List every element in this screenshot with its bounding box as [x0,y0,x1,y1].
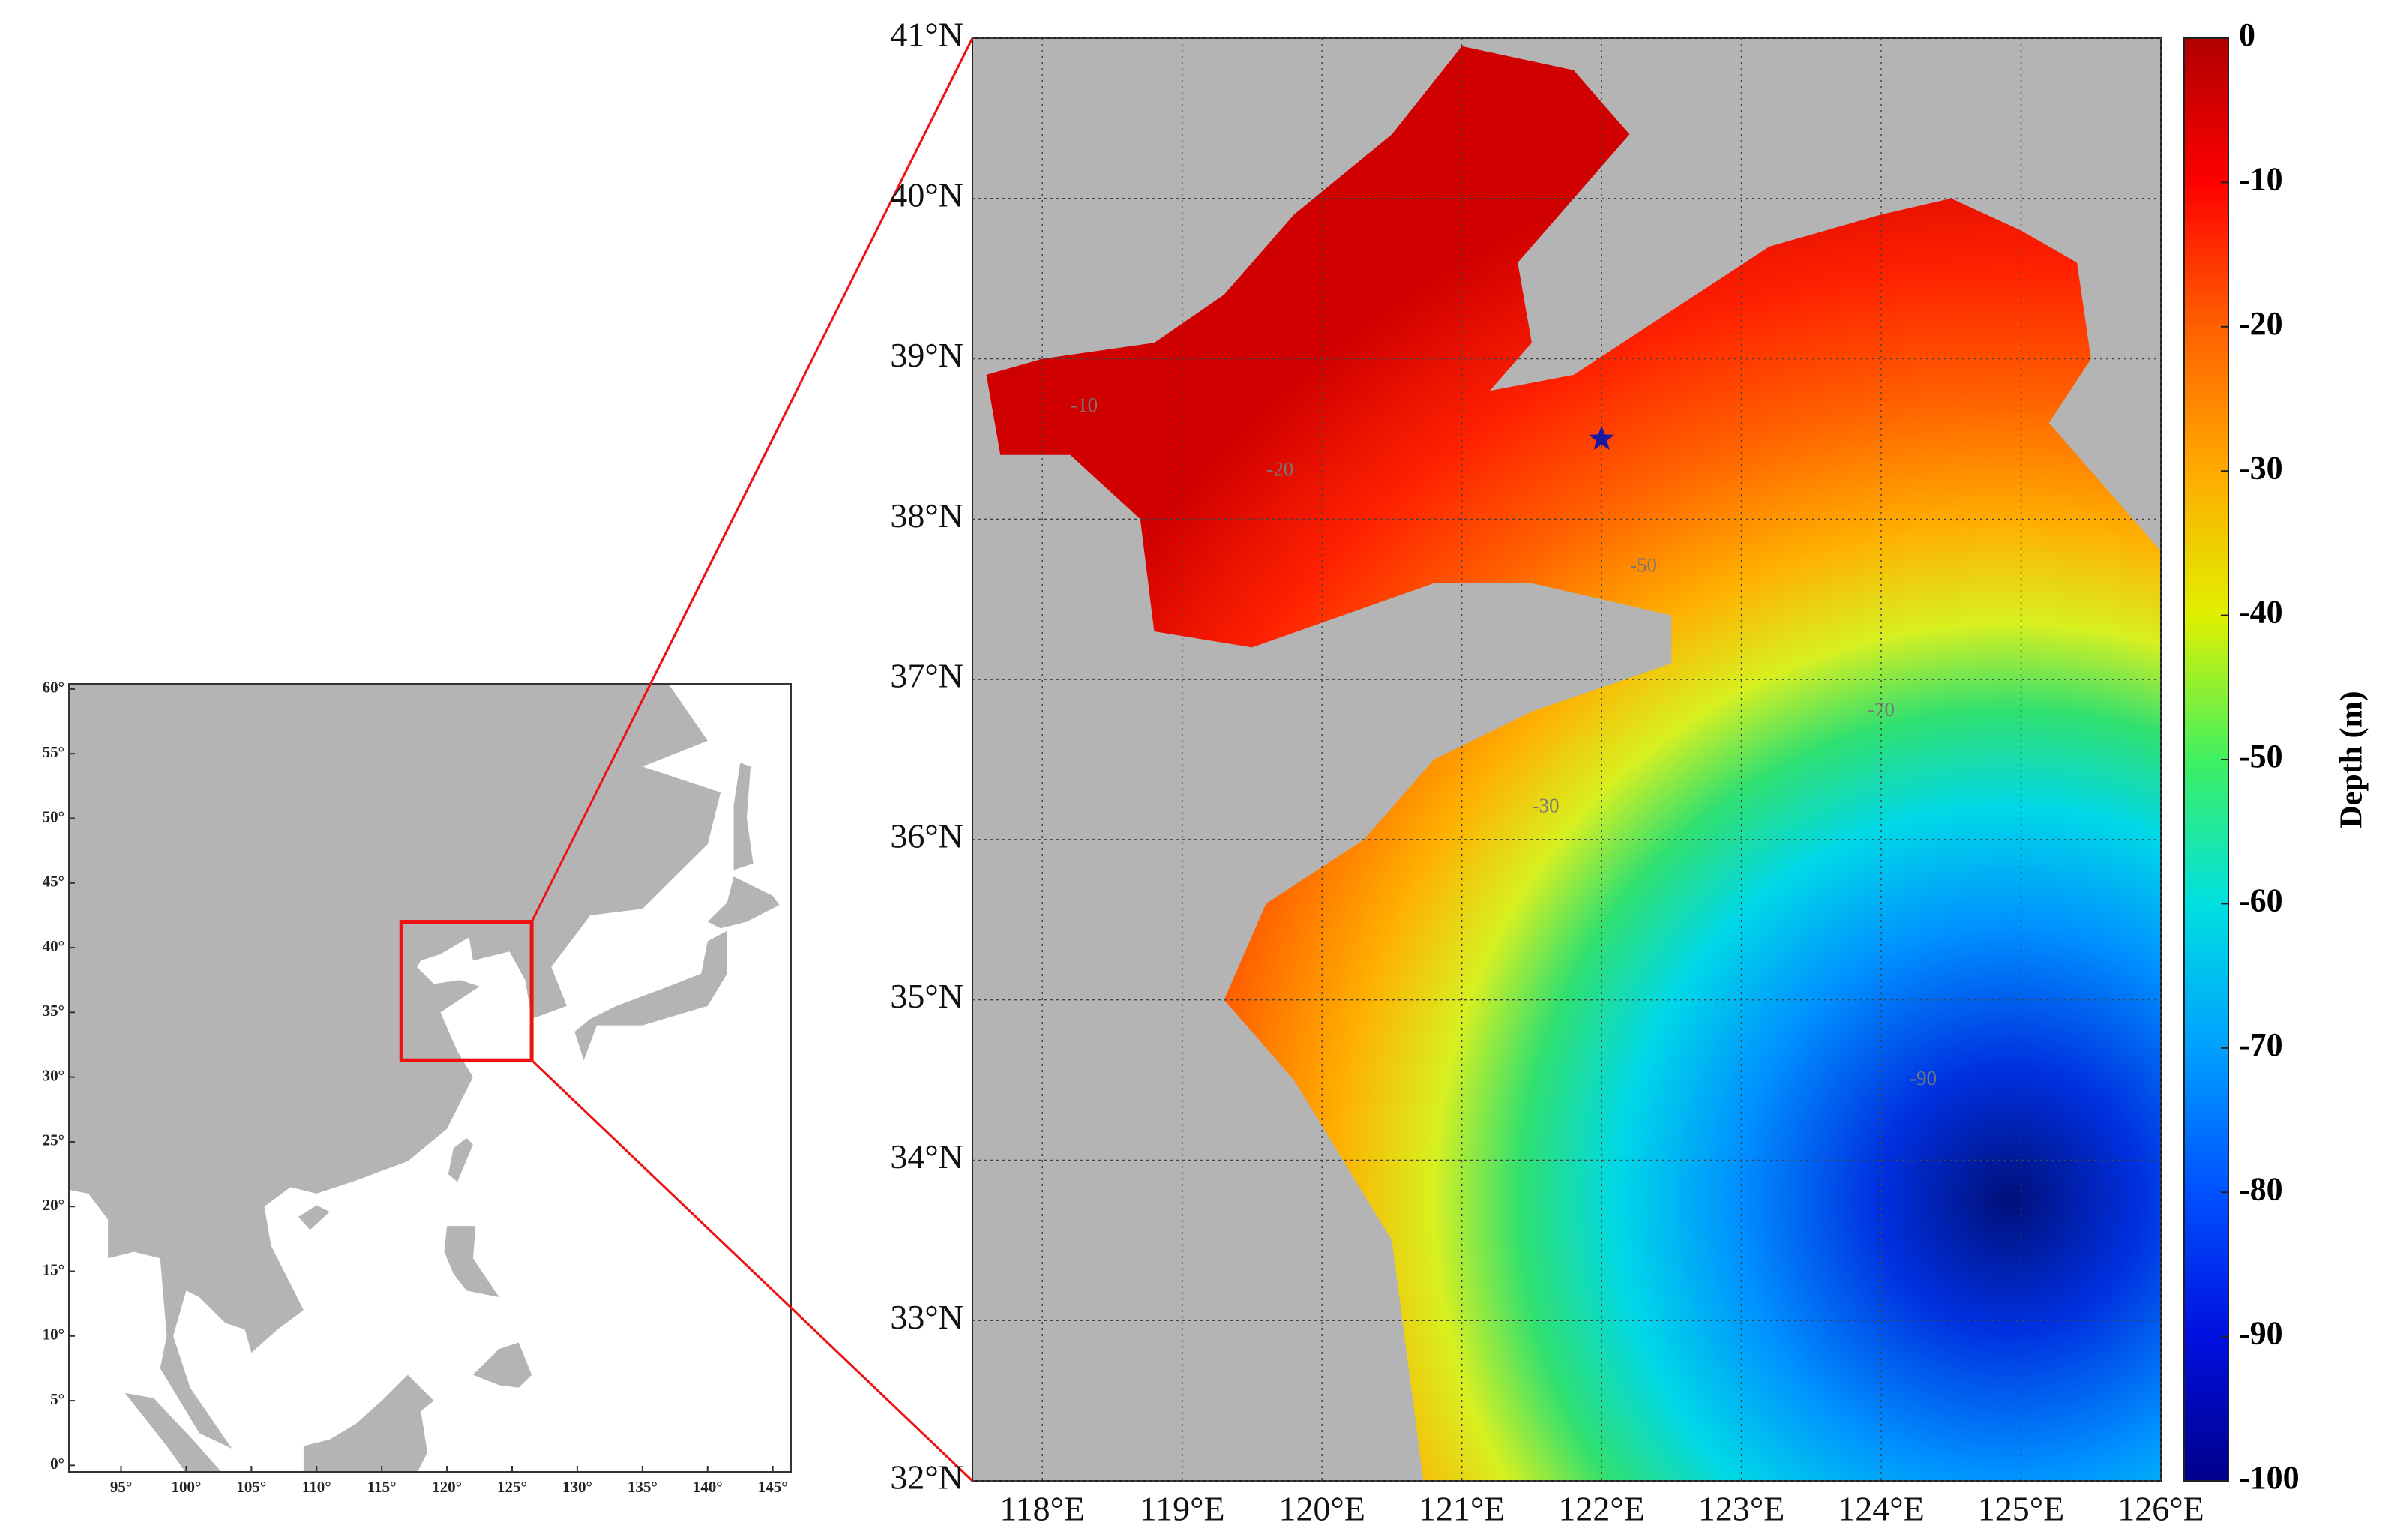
colorbar-tick-label: -50 [2239,738,2283,774]
y-tick-label: 55° [43,743,64,761]
x-tick-label: 118°E [999,1490,1085,1528]
contour-label: -10 [1071,394,1098,416]
y-tick-label: 39°N [890,336,963,374]
y-tick-label: 35° [43,1002,64,1020]
colorbar-tick-label: -90 [2239,1315,2283,1352]
colorbar-tick-label: -100 [2239,1459,2300,1496]
y-tick-label: 38°N [890,496,963,535]
colorbar-tick-label: -10 [2239,160,2283,197]
x-tick-label: 110° [302,1478,331,1496]
contour-label: -30 [1533,794,1560,816]
x-tick-label: 120° [432,1478,462,1496]
y-tick-label: 20° [43,1196,64,1214]
x-tick-label: 120°E [1278,1490,1365,1528]
colorbar-tick-label: -30 [2239,449,2283,486]
y-tick-label: 36°N [890,816,963,855]
x-tick-label: 115° [367,1478,397,1496]
y-tick-label: 60° [43,679,64,697]
x-tick-label: 126°E [2117,1490,2204,1528]
colorbar-tick-label: -40 [2239,594,2283,631]
x-tick-label: 125°E [1978,1490,2065,1528]
colorbar-tick-label: -80 [2239,1170,2283,1207]
colorbar-tick-label: -60 [2239,882,2283,918]
x-tick-label: 95° [110,1478,132,1496]
colorbar-tick-label: 0 [2239,16,2255,53]
overview-land [69,684,780,1472]
x-tick-label: 140° [693,1478,723,1496]
x-tick-label: 105° [236,1478,266,1496]
x-tick-label: 145° [758,1478,788,1496]
y-tick-label: 32°N [890,1458,963,1497]
land-mass [303,1374,434,1472]
colorbar-tick-label: -70 [2239,1026,2283,1063]
land-mass [69,684,721,1449]
zoom-line [530,37,974,923]
land-mass [472,1342,532,1388]
land-mass [448,1137,473,1182]
sea-depth [986,46,2161,1481]
zoom-line [531,1059,974,1482]
land-mass [444,1226,499,1297]
region-box [399,920,534,1062]
y-tick-label: 34°N [890,1137,963,1176]
y-tick-label: 25° [43,1131,64,1149]
land-mass [574,930,727,1061]
contour-label: -20 [1266,457,1293,480]
y-tick-label: 40° [43,937,64,955]
land-mass [733,763,754,870]
contour-label: -90 [1910,1067,1937,1089]
y-tick-label: 40°N [890,175,963,214]
x-tick-label: 125° [497,1478,527,1496]
x-tick-label: 119°E [1140,1490,1225,1528]
land-mass [124,1392,222,1472]
colorbar-tick-label: -20 [2239,305,2283,342]
y-tick-label: 0° [50,1455,64,1473]
colorbar-label: Depth (m) [2335,691,2369,828]
y-tick-label: 50° [43,807,64,825]
y-tick-label: 45° [43,873,64,891]
x-tick-label: 124°E [1838,1490,1925,1528]
y-tick-label: 15° [43,1260,64,1278]
y-tick-label: 5° [50,1390,64,1408]
y-tick-label: 41°N [890,16,963,54]
detail-sea [986,46,2161,1481]
y-tick-label: 30° [43,1066,64,1084]
x-tick-label: 121°E [1419,1490,1506,1528]
land-mass [298,1205,330,1230]
land-mass [707,876,780,929]
contour-label: -50 [1630,554,1657,577]
x-tick-label: 122°E [1558,1490,1645,1528]
y-tick-label: 37°N [890,657,963,695]
y-tick-label: 33°N [890,1298,963,1336]
x-tick-label: 123°E [1698,1490,1785,1528]
x-tick-label: 130° [562,1478,592,1496]
x-tick-label: 100° [171,1478,201,1496]
y-tick-label: 10° [43,1326,64,1344]
x-tick-label: 135° [628,1478,658,1496]
station-marker [1589,425,1615,450]
y-tick-label: 35°N [890,977,963,1015]
contour-label: -70 [1868,698,1895,721]
